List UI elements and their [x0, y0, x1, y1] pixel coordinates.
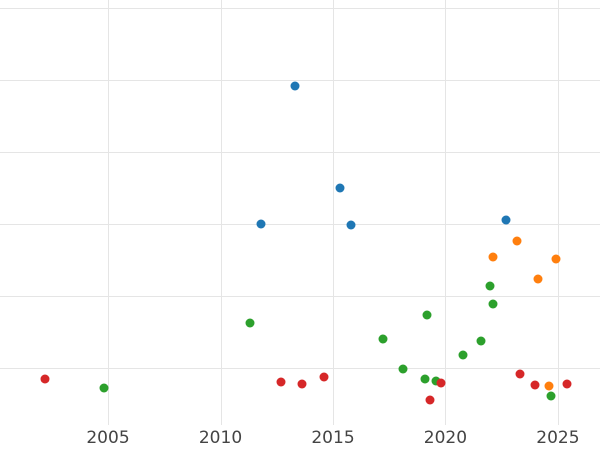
x-tick-label: 2015 [311, 428, 355, 448]
scatter-point-red [40, 374, 50, 384]
vertical-gridline [557, 0, 559, 425]
scatter-point-green [420, 374, 430, 384]
horizontal-gridline [0, 296, 600, 298]
scatter-point-blue [501, 215, 511, 225]
plot-area [0, 0, 600, 425]
vertical-gridline [220, 0, 222, 425]
scatter-point-blue [346, 220, 356, 230]
scatter-point-blue [290, 81, 300, 91]
scatter-point-orange [512, 236, 522, 246]
x-tick-label: 2020 [423, 428, 468, 448]
vertical-gridline [445, 0, 447, 425]
x-axis: 2005 2010 2015 2020 2025 [0, 425, 600, 450]
scatter-point-red [515, 369, 525, 379]
scatter-point-green [398, 364, 408, 374]
scatter-point-green [245, 318, 255, 328]
scatter-point-green [99, 383, 108, 393]
vertical-gridline [333, 0, 334, 425]
scatter-point-red [562, 379, 572, 389]
scatter-point-orange [533, 274, 543, 284]
scatter-point-green [458, 350, 468, 360]
horizontal-gridline [0, 224, 600, 225]
scatter-point-green [476, 336, 486, 346]
scatter-point-red [297, 379, 306, 389]
scatter-point-orange [488, 252, 498, 262]
scatter-point-red [276, 377, 286, 387]
scatter-point-green [546, 391, 556, 401]
scatter-point-green [485, 281, 495, 291]
horizontal-gridline [0, 80, 600, 81]
horizontal-gridline [0, 152, 600, 153]
scatter-point-green [378, 334, 387, 344]
scatter-point-orange [544, 381, 554, 391]
scatter-point-red [530, 380, 540, 390]
scatter-point-red [425, 395, 435, 405]
scatter-point-red [436, 378, 446, 388]
scatter-point-green [422, 310, 432, 320]
scatter-point-red [319, 372, 329, 382]
x-tick-label: 2010 [198, 428, 243, 448]
horizontal-gridline [0, 368, 600, 370]
vertical-gridline [108, 0, 109, 425]
x-tick-label: 2025 [536, 428, 580, 448]
x-tick-label: 2005 [86, 428, 130, 448]
scatter-point-green [488, 299, 498, 309]
scatter-point-blue [256, 219, 266, 229]
scatter-point-blue [335, 183, 345, 193]
scatter-point-orange [551, 254, 561, 264]
horizontal-gridline [0, 7, 600, 9]
